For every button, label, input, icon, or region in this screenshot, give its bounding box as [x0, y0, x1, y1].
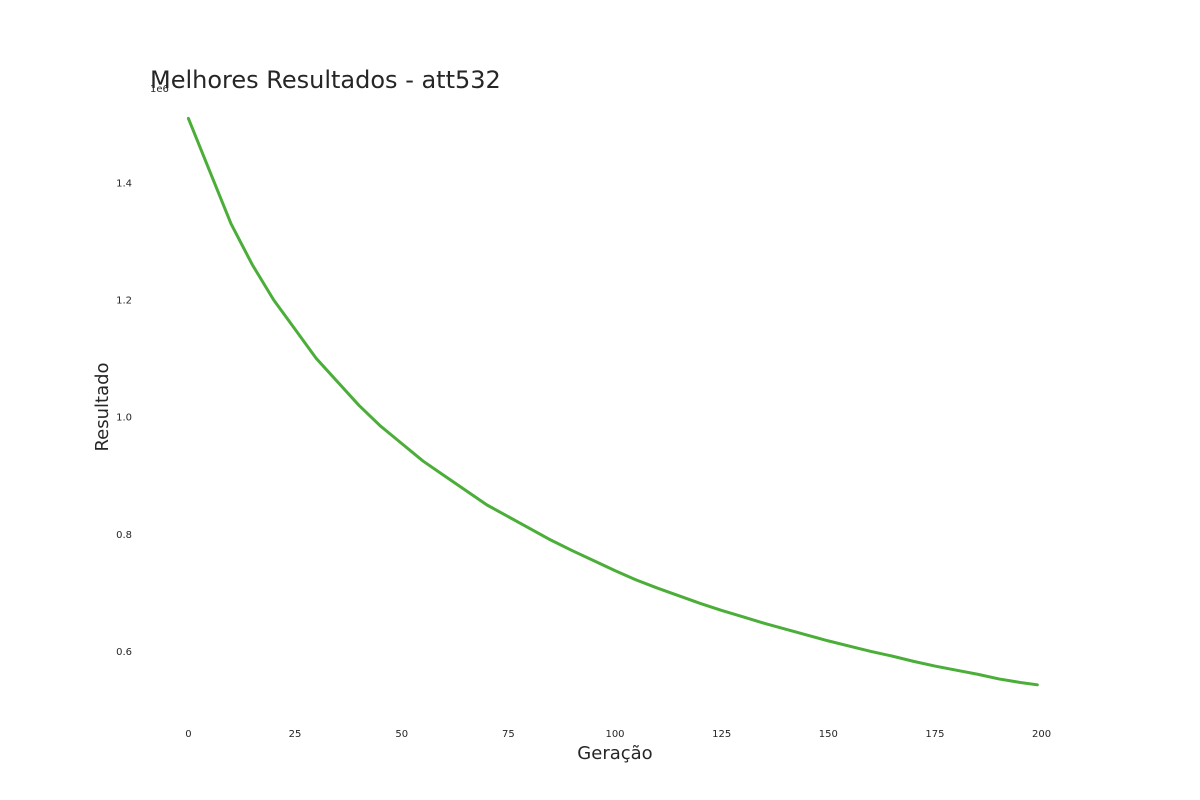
plot-area: 0 25 50 75 100 125 150 175 200 0.6 0.8 1.0 1.2 1.4 [116, 116, 1051, 740]
x-axis-ticks: 0 25 50 75 100 125 150 175 200 [185, 729, 1051, 740]
y-tick-label: 1.2 [116, 296, 132, 307]
y-axis-ticks: 0.6 0.8 1.0 1.2 1.4 [116, 178, 132, 658]
y-axis-offset-label: 1e6 [150, 84, 169, 95]
x-tick-label: 175 [925, 729, 944, 740]
x-tick-label: 25 [289, 729, 302, 740]
y-tick-label: 0.8 [116, 530, 132, 541]
x-tick-label: 0 [185, 729, 191, 740]
y-tick-label: 1.4 [116, 178, 132, 189]
x-tick-label: 50 [395, 729, 408, 740]
x-tick-label: 100 [605, 729, 624, 740]
y-axis-label: Resultado [92, 362, 113, 451]
x-tick-label: 125 [712, 729, 731, 740]
chart-title: Melhores Resultados - att532 [150, 66, 501, 94]
x-axis-label: Geração [577, 743, 652, 764]
x-tick-label: 200 [1032, 729, 1051, 740]
y-tick-label: 1.0 [116, 413, 132, 424]
x-tick-label: 75 [502, 729, 515, 740]
series-line [186, 116, 1039, 687]
x-tick-label: 150 [819, 729, 838, 740]
y-tick-label: 0.6 [116, 647, 132, 658]
series-layer [186, 116, 1039, 687]
